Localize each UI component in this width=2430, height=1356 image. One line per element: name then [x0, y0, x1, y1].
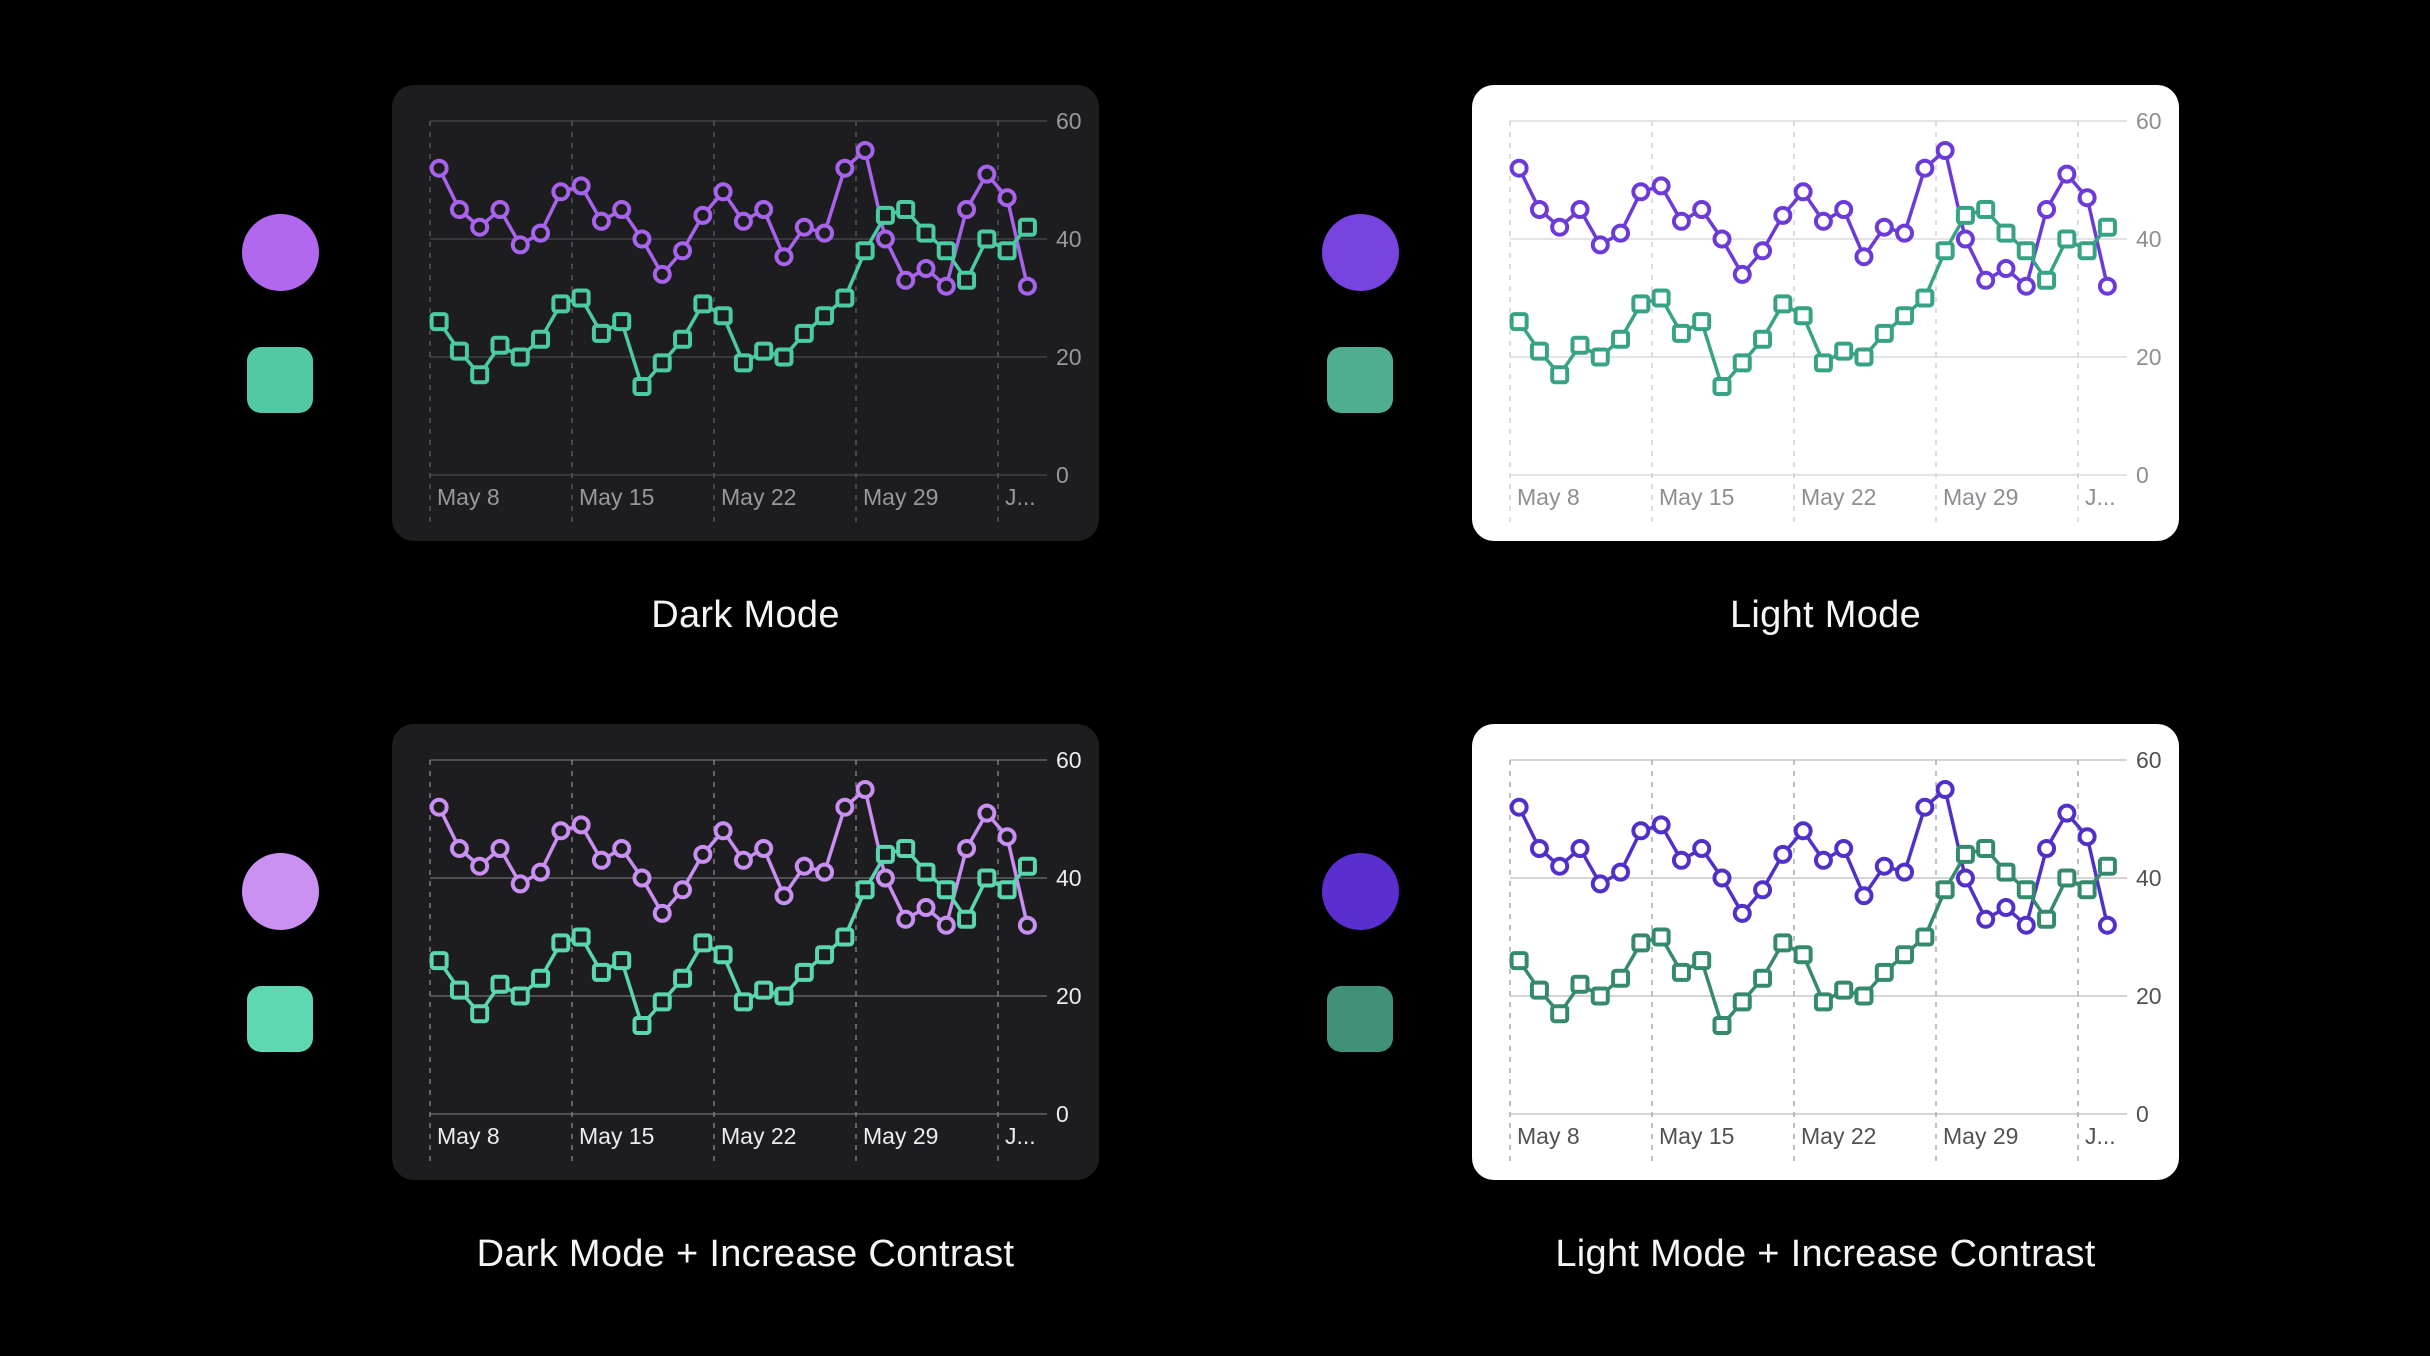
teal-series-swatch: [247, 347, 313, 413]
svg-text:May 22: May 22: [1801, 484, 1876, 510]
svg-text:60: 60: [1056, 747, 1082, 773]
svg-text:60: 60: [1056, 108, 1082, 134]
svg-text:May 29: May 29: [1943, 1123, 2018, 1149]
chart-card: 60 40 20 0 May 8 May 15 May 22 May 29 J...: [392, 85, 1099, 541]
svg-text:J...: J...: [2085, 1123, 2116, 1149]
svg-text:J...: J...: [1005, 1123, 1036, 1149]
panel-light-mode-increase-contrast: 60 40 20 0 May 8 May 15 May 22 May 29 J... Light…: [1322, 724, 2179, 1324]
svg-text:May 15: May 15: [579, 484, 654, 510]
svg-text:60: 60: [2136, 747, 2162, 773]
purple-series-swatch: [242, 214, 319, 291]
teal-series-swatch: [1327, 986, 1393, 1052]
svg-text:20: 20: [2136, 344, 2162, 370]
svg-text:May 15: May 15: [1659, 484, 1734, 510]
svg-text:40: 40: [1056, 226, 1082, 252]
svg-text:20: 20: [2136, 983, 2162, 1009]
svg-text:J...: J...: [2085, 484, 2116, 510]
teal-series-swatch: [1327, 347, 1393, 413]
svg-text:May 22: May 22: [721, 484, 796, 510]
panel-dark-mode-increase-contrast: 60 40 20 0 May 8 May 15 May 22 May 29 J... Dark …: [242, 724, 1099, 1324]
svg-text:0: 0: [2136, 462, 2149, 488]
svg-text:May 29: May 29: [863, 484, 938, 510]
svg-text:May 8: May 8: [437, 1123, 500, 1149]
svg-text:May 15: May 15: [1659, 1123, 1734, 1149]
svg-text:May 22: May 22: [1801, 1123, 1876, 1149]
svg-text:May 8: May 8: [1517, 1123, 1580, 1149]
purple-series-swatch: [1322, 214, 1399, 291]
panel-dark-mode: 60 40 20 0 May 8 May 15 May 22 May 29 J... Dark …: [242, 85, 1099, 685]
chart-card: 60 40 20 0 May 8 May 15 May 22 May 29 J...: [1472, 85, 2179, 541]
line-chart-canvas: 60 40 20 0 May 8 May 15 May 22 May 29 J...: [429, 108, 1082, 528]
svg-text:40: 40: [2136, 226, 2162, 252]
svg-text:May 8: May 8: [1517, 484, 1580, 510]
line-chart-canvas: 60 40 20 0 May 8 May 15 May 22 May 29 J...: [1509, 747, 2162, 1167]
svg-text:J...: J...: [1005, 484, 1036, 510]
svg-text:May 8: May 8: [437, 484, 500, 510]
svg-text:May 22: May 22: [721, 1123, 796, 1149]
line-chart-canvas: 60 40 20 0 May 8 May 15 May 22 May 29 J...: [429, 747, 1082, 1167]
svg-text:40: 40: [1056, 865, 1082, 891]
svg-text:20: 20: [1056, 344, 1082, 370]
svg-text:May 29: May 29: [863, 1123, 938, 1149]
panel-caption: Dark Mode + Increase Contrast: [476, 1233, 1015, 1275]
panel-caption: Light Mode + Increase Contrast: [1555, 1233, 2096, 1275]
svg-text:0: 0: [1056, 1101, 1069, 1127]
teal-series-swatch: [247, 986, 313, 1052]
svg-text:May 15: May 15: [579, 1123, 654, 1149]
svg-text:0: 0: [1056, 462, 1069, 488]
chart-card: 60 40 20 0 May 8 May 15 May 22 May 29 J...: [1472, 724, 2179, 1180]
panel-caption: Dark Mode: [651, 594, 840, 636]
line-chart-canvas: 60 40 20 0 May 8 May 15 May 22 May 29 J...: [1509, 108, 2162, 528]
svg-text:60: 60: [2136, 108, 2162, 134]
svg-text:May 29: May 29: [1943, 484, 2018, 510]
panel-caption: Light Mode: [1729, 594, 1921, 636]
panel-light-mode: 60 40 20 0 May 8 May 15 May 22 May 29 J... Light…: [1322, 85, 2179, 685]
purple-series-swatch: [1322, 853, 1399, 930]
purple-series-swatch: [242, 853, 319, 930]
svg-text:0: 0: [2136, 1101, 2149, 1127]
svg-text:40: 40: [2136, 865, 2162, 891]
svg-text:20: 20: [1056, 983, 1082, 1009]
chart-card: 60 40 20 0 May 8 May 15 May 22 May 29 J...: [392, 724, 1099, 1180]
